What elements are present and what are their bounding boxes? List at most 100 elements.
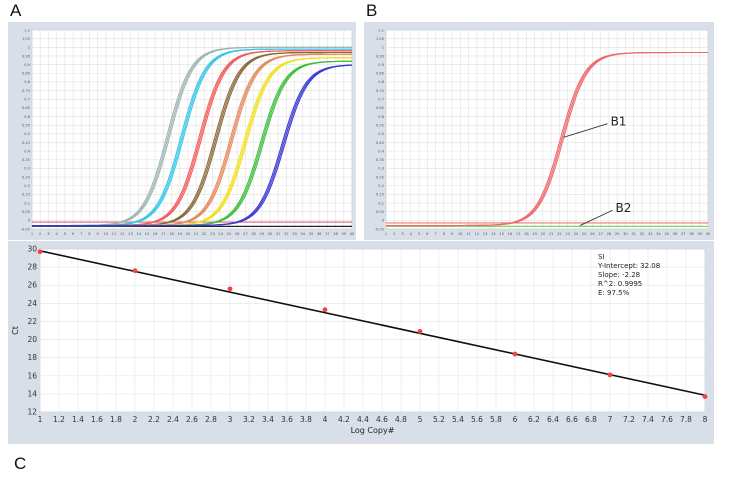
x-tick-label: 23 xyxy=(210,232,215,236)
x-tick-label: 6.8 xyxy=(585,415,597,424)
x-tick-label: 21 xyxy=(549,232,554,236)
x-tick-label: 24 xyxy=(574,232,579,236)
y-tick-label: 0.85 xyxy=(376,72,384,76)
x-tick-label: 32 xyxy=(284,232,289,236)
y-tick-label: 12 xyxy=(27,408,37,417)
y-tick-label: 1 xyxy=(382,46,384,50)
plot-area xyxy=(39,248,706,413)
x-tick-label: 35 xyxy=(309,232,314,236)
y-tick-label: 0.1 xyxy=(378,201,384,205)
x-tick-label: 10 xyxy=(104,232,109,236)
x-tick-label: 1.2 xyxy=(53,415,65,424)
x-tick-label: 9 xyxy=(96,232,99,236)
x-tick-label: 14 xyxy=(491,232,496,236)
y-tick-label: 0.8 xyxy=(24,80,30,84)
stats-line: E: 97.5% xyxy=(598,289,630,297)
y-tick-label: 26 xyxy=(27,281,37,290)
y-tick-label: 0.25 xyxy=(22,175,30,179)
data-point xyxy=(322,307,328,313)
y-tick-label: 0.4 xyxy=(378,149,384,153)
y-tick-label: 0 xyxy=(382,219,385,223)
y-tick-label: 0.55 xyxy=(22,123,30,127)
y-tick-label: 0.9 xyxy=(378,63,384,67)
x-tick-label: 19 xyxy=(177,232,182,236)
x-tick-label: 5.8 xyxy=(490,415,502,424)
amplification-chart-a: 1 2 3 4 5 6 7 8 9 10 11 12 13 14 15 16 17 18 19 20 21 22 23 24 2… xyxy=(21,28,355,236)
x-tick-label: 8 xyxy=(703,415,708,424)
x-tick-label: 23 xyxy=(565,232,570,236)
y-tick-label: 0.6 xyxy=(378,115,384,119)
x-tick-label: 11 xyxy=(466,232,471,236)
x-tick-label: 4.6 xyxy=(376,415,388,424)
y-tick-label: 0.05 xyxy=(22,210,30,214)
annotation-leader xyxy=(563,123,608,138)
x-tick-label: 28 xyxy=(607,232,612,236)
x-tick-label: 5.6 xyxy=(471,415,483,424)
x-tick-label: 1 xyxy=(385,232,387,236)
x-tick-label: 31 xyxy=(276,232,281,236)
x-tick-label: 3.2 xyxy=(243,415,255,424)
x-tick-label: 17 xyxy=(516,232,521,236)
x-tick-label: 1.6 xyxy=(91,415,103,424)
x-tick-label: 7.4 xyxy=(642,415,654,424)
x-tick-label: 15 xyxy=(499,232,504,236)
x-tick-label: 7.2 xyxy=(623,415,635,424)
x-tick-label: 33 xyxy=(292,232,297,236)
y-tick-label: 0.6 xyxy=(24,115,30,119)
y-tick-label: 22 xyxy=(27,317,37,326)
x-tick-label: 13 xyxy=(483,232,488,236)
x-tick-label: 6.6 xyxy=(566,415,578,424)
x-tick-label: 4 xyxy=(410,232,413,236)
data-point xyxy=(417,329,423,334)
y-tick-label: 0.25 xyxy=(376,175,384,179)
x-tick-label: 18 xyxy=(524,232,529,236)
x-tick-label: 8 xyxy=(88,232,91,236)
data-point xyxy=(607,372,613,378)
x-tick-label: 40 xyxy=(706,232,711,236)
y-tick-label: 0.3 xyxy=(378,167,384,171)
x-tick-label: 16 xyxy=(508,232,513,236)
x-tick-label: 32 xyxy=(640,232,645,236)
x-tick-label: 34 xyxy=(300,232,305,236)
x-tick-label: 4.8 xyxy=(395,415,407,424)
x-tick-label: 5 xyxy=(64,232,66,236)
x-tick-label: 14 xyxy=(136,232,141,236)
x-tick-label: 20 xyxy=(186,232,191,236)
x-tick-label: 3 xyxy=(47,232,49,236)
panel-a: 1 2 3 4 5 6 7 8 9 10 11 12 13 14 15 16 17 18 19 20 21 22 23 24 2… xyxy=(8,22,356,240)
y-tick-label: 0.2 xyxy=(378,184,384,188)
y-tick-label: 1 xyxy=(28,46,30,50)
x-tick-label: 28 xyxy=(251,232,256,236)
y-tick-label: 0.3 xyxy=(24,167,30,171)
x-tick-label: 10 xyxy=(458,232,463,236)
x-tick-label: 7.6 xyxy=(661,415,673,424)
y-tick-label: 0.1 xyxy=(24,201,30,205)
y-tick-label: 0.65 xyxy=(376,106,384,110)
y-tick-label: 0.5 xyxy=(378,132,384,136)
y-tick-label: -0.05 xyxy=(375,227,384,231)
standard-curve-chart: 1 1.2 1.4 1.6 1.8 2 2.2 2.4 2.6 2.8 3 3.2 3.4 3.6 3.8 4… xyxy=(11,245,708,436)
x-tick-label: 15 xyxy=(145,232,150,236)
x-tick-label: 2 xyxy=(39,232,41,236)
y-tick-label: 0.2 xyxy=(24,184,30,188)
y-tick-label: 0.35 xyxy=(22,158,30,162)
stats-line: R^2: 0.9995 xyxy=(598,280,642,288)
x-tick-label: 1.4 xyxy=(72,415,84,424)
y-tick-label: 0.7 xyxy=(24,98,30,102)
x-tick-label: 35 xyxy=(664,232,669,236)
x-tick-label: 40 xyxy=(350,232,355,236)
plot-area xyxy=(385,29,709,230)
regression-line xyxy=(39,250,706,397)
x-tick-label: 3.6 xyxy=(281,415,293,424)
x-tick-label: 3.4 xyxy=(262,415,274,424)
y-tick-label: 18 xyxy=(27,353,37,362)
x-tick-label: 6 xyxy=(513,415,518,424)
data-point xyxy=(512,351,518,357)
x-tick-label: 2.4 xyxy=(167,415,179,424)
y-tick-label: 0.95 xyxy=(22,54,30,58)
y-tick-label: 0.7 xyxy=(378,98,384,102)
x-tick-label: 9 xyxy=(451,232,454,236)
x-tick-label: 4 xyxy=(323,415,328,424)
panel-label-b: B xyxy=(366,1,378,20)
x-tick-label: 7 xyxy=(80,232,82,236)
